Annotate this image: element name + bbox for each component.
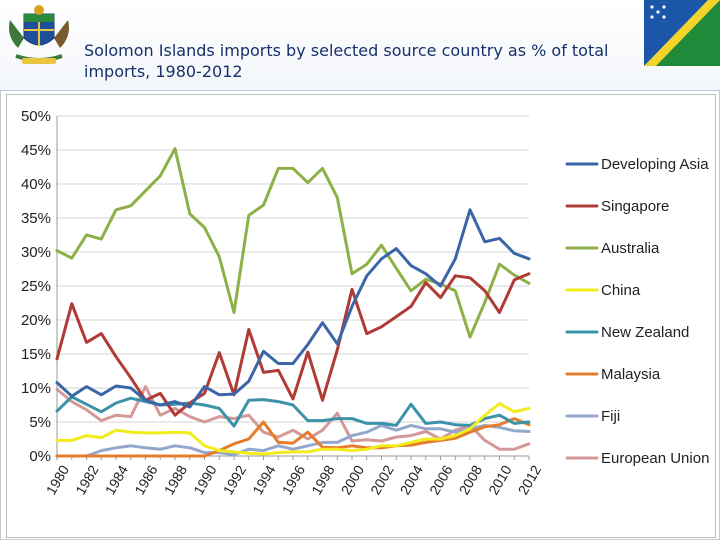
slide-title: Solomon Islands imports by selected sour… bbox=[84, 41, 609, 81]
series-line-malaysia bbox=[55, 417, 531, 458]
series-line-new-zealand bbox=[55, 395, 531, 428]
chart-container: 0% 5% 10% 15% 20% 25% 30% 35% 40% 45% 50% 1980 1982 1… bbox=[6, 94, 716, 538]
line-chart: 0%5%10%15%20%25%30%35%40%45%50%1980 1982 1… bbox=[21, 108, 709, 497]
y-tick-label: 5% bbox=[29, 414, 51, 431]
y-tick-label: 15% bbox=[21, 346, 51, 363]
x-tick-label: 2008 bbox=[456, 462, 486, 497]
x-tick-label: 2004 bbox=[397, 462, 427, 497]
legend-label-australia: Australia bbox=[601, 240, 660, 257]
x-tick-label: 1980 bbox=[43, 462, 73, 497]
x-tick-label: 1994 bbox=[249, 462, 279, 497]
x-tick-label: 2002 bbox=[367, 462, 397, 497]
x-tick-label: 2012 bbox=[515, 462, 545, 497]
legend-label-malaysia: Malaysia bbox=[601, 366, 661, 383]
legend-label-fiji: Fiji bbox=[601, 408, 620, 425]
x-tick-label: 1986 bbox=[131, 462, 161, 497]
y-tick-label: 0% bbox=[29, 448, 51, 465]
y-tick-label: 50% bbox=[21, 108, 51, 125]
legend-label-developing-asia: Developing Asia bbox=[601, 156, 709, 173]
y-tick-label: 20% bbox=[21, 312, 51, 329]
x-tick-label: 2006 bbox=[426, 462, 456, 497]
x-tick-label: 1988 bbox=[161, 462, 191, 497]
solomon-islands-flag-icon bbox=[644, 0, 720, 66]
y-tick-label: 10% bbox=[21, 380, 51, 397]
header-band: Solomon Islands imports by selected sour… bbox=[0, 0, 720, 91]
y-tick-label: 30% bbox=[21, 244, 51, 261]
x-tick-label: 1984 bbox=[102, 462, 132, 497]
legend-label-new-zealand: New Zealand bbox=[601, 324, 689, 341]
legend-label-singapore: Singapore bbox=[601, 198, 669, 215]
x-tick-label: 1982 bbox=[72, 462, 102, 497]
x-tick-label: 2010 bbox=[485, 462, 515, 497]
series-line-developing-asia bbox=[55, 208, 531, 409]
x-tick-label: 2000 bbox=[338, 462, 368, 497]
legend-label-china: China bbox=[601, 282, 641, 299]
y-tick-label: 25% bbox=[21, 278, 51, 295]
y-tick-label: 35% bbox=[21, 210, 51, 227]
series-line-singapore bbox=[55, 272, 531, 417]
x-tick-label: 1990 bbox=[190, 462, 220, 497]
x-tick-label: 1992 bbox=[220, 462, 250, 497]
y-tick-label: 40% bbox=[21, 176, 51, 193]
series-line-china bbox=[55, 402, 531, 456]
coat-of-arms-icon bbox=[9, 5, 69, 64]
x-tick-label: 1998 bbox=[308, 462, 338, 497]
series-line-fiji bbox=[55, 423, 531, 458]
legend-label-european-union: European Union bbox=[601, 450, 709, 467]
series-line-european-union bbox=[55, 385, 531, 451]
series-line-australia bbox=[55, 147, 531, 339]
y-tick-label: 45% bbox=[21, 142, 51, 159]
x-tick-label: 1996 bbox=[279, 462, 309, 497]
